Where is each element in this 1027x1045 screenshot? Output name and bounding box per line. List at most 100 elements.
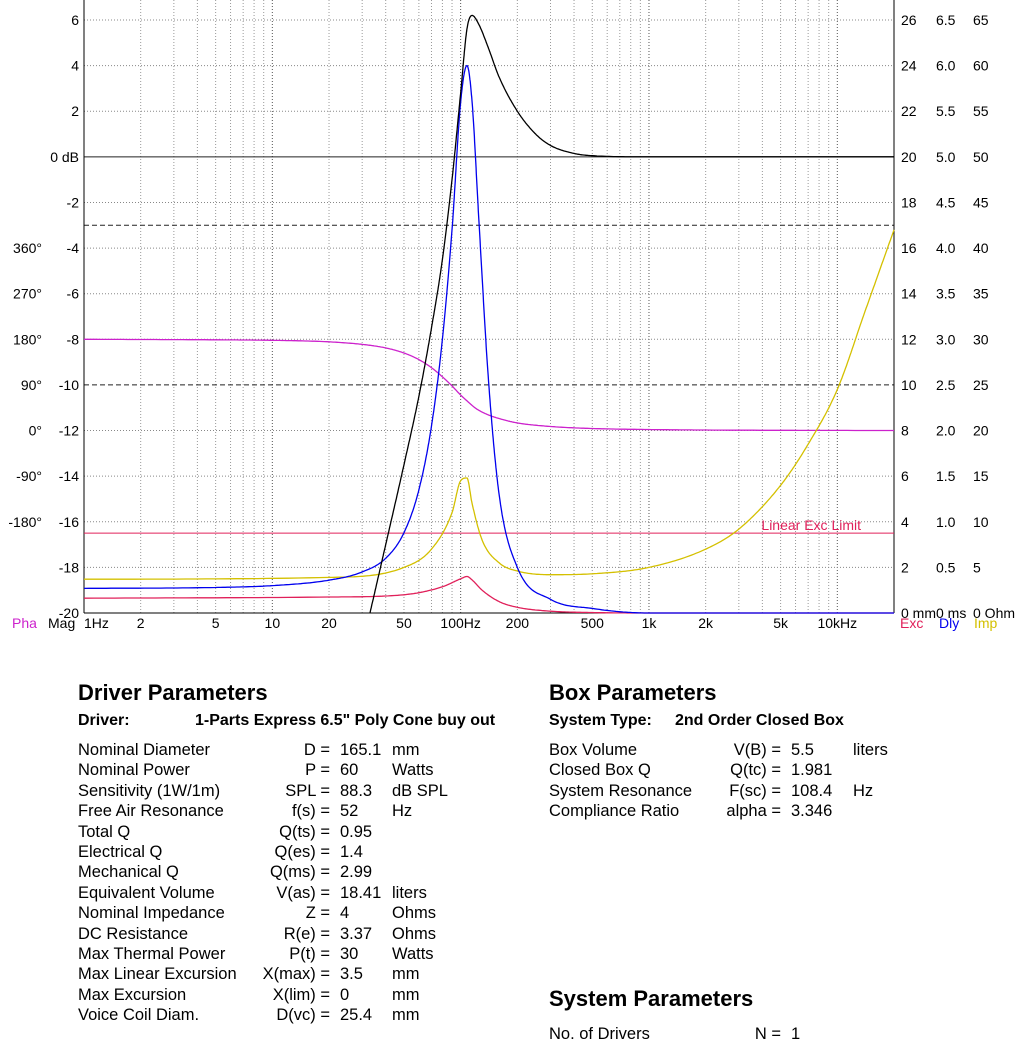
box-param-name: System Resonance [549,781,693,800]
driver-param-val: 1.4 [340,843,363,861]
driver-param-row: Nominal Impedance Z = 4 Ohms [78,904,538,924]
driver-param-name: Nominal Power [78,761,190,780]
driver-param-unit: mm [392,965,420,984]
dly-tick-label: 2.0 [936,423,956,439]
driver-param-unit: liters [392,883,427,902]
driver-param-unit: Ohms [392,924,437,943]
driver-param-name: Mechanical Q [78,863,179,882]
imp-axis-label: Imp [974,615,998,631]
driver-param-val: 60 [340,761,359,780]
phase-tick-label: 360° [13,240,42,256]
driver-param-unit: Ohms [392,904,437,923]
driver-param-sym: D = [303,741,330,759]
driver-param-sym: P = [305,761,330,780]
driver-param-name: Nominal Diameter [78,741,211,759]
dly-tick-label: 6.0 [936,58,956,74]
chart-labels: Linear Exc Limit 6 4 2 0 dB -2 -4 -6 -8 -10 -12 -14… [8,12,1015,631]
driver-param-sym: X(lim) = [272,985,330,1004]
imp-tick-label: 0 Ohm [973,605,1015,621]
driver-param-val: 4 [340,904,350,923]
box-param-name: Box Volume [549,741,638,759]
box-param-val: 1.981 [791,761,833,780]
dly-tick-label: 3.0 [936,331,956,347]
imp-tick-label: 5 [973,559,981,575]
driver-param-sym: P(t) = [289,945,330,963]
mag-tick-label: -4 [67,240,80,256]
imp-tick-label: 60 [973,58,989,74]
response-chart: Linear Exc Limit 6 4 2 0 dB -2 -4 -6 -8 -10 -12 -14… [8,0,1015,631]
driver-param-row: Total Q Q(ts) = 0.95 [78,823,538,843]
driver-param-name: Electrical Q [78,843,163,861]
driver-param-val: 165.1 [340,741,382,759]
dly-tick-label: 3.5 [936,286,956,302]
chart-grid [83,0,895,614]
driver-param-row: Sensitivity (1W/1m) SPL = 88.3 dB SPL [78,782,538,802]
exc-tick-label: 22 [901,103,917,119]
exc-tick-label: 12 [901,331,917,347]
exc-tick-label: 6 [901,468,909,484]
mag-tick-label: -10 [59,377,79,393]
x-tick-label: 2 [137,615,145,631]
driver-param-name: Sensitivity (1W/1m) [78,781,221,800]
magnitude-curve [369,14,894,614]
box-header-key: System Type: [549,712,652,729]
driver-param-val: 52 [340,802,359,821]
phase-tick-label: 270° [13,286,42,302]
phase-tick-label: 0° [29,423,42,439]
driver-param-name: Nominal Impedance [78,904,225,923]
driver-param-val: 3.5 [340,965,363,984]
mag-tick-label: 2 [71,103,79,119]
system-param-row: No. of Drivers N = 1 [549,1025,1009,1045]
driver-param-row: DC Resistance R(e) = 3.37 Ohms [78,925,538,945]
dly-tick-label: 1.0 [936,514,956,530]
driver-param-val: 2.99 [340,863,373,882]
driver-param-unit: Watts [392,761,434,780]
box-param-sym: Q(tc) = [730,761,781,780]
box-param-unit: Hz [853,781,874,800]
box-param-val: 3.346 [791,802,833,821]
box-param-row: Box Volume V(B) = 5.5 liters [549,741,1009,761]
driver-param-sym: SPL = [285,781,330,800]
driver-param-sym: V(as) = [276,883,330,902]
driver-parameters-title: Driver Parameters [78,680,268,705]
dly-axis-label: Dly [939,615,959,631]
box-param-name: Closed Box Q [549,761,651,780]
exc-tick-label: 20 [901,149,917,165]
x-tick-label: 5 [212,615,220,631]
x-tick-label: 1Hz [84,615,109,631]
box-param-val: 5.5 [791,741,814,759]
mag-axis-label: Mag [48,615,75,631]
mag-tick-label: 4 [71,58,79,74]
box-param-sym: alpha = [726,802,781,821]
mag-tick-label: -12 [59,423,79,439]
driver-param-sym: X(max) = [262,965,330,984]
driver-param-unit: mm [392,741,420,759]
driver-param-name: Max Excursion [78,985,187,1004]
dly-tick-label: 4.5 [936,194,956,210]
exc-tick-label: 0 mm [901,605,936,621]
exc-tick-label: 14 [901,286,917,302]
x-tick-label: 1k [642,615,658,631]
mag-tick-label: -6 [67,286,80,302]
x-tick-label: 50 [396,615,412,631]
dly-tick-label: 5.0 [936,149,956,165]
driver-param-sym: D(vc) = [276,1006,330,1025]
driver-param-row: Voice Coil Diam. D(vc) = 25.4 mm [78,1006,538,1026]
excursion-curve [83,575,894,614]
driver-param-row: Electrical Q Q(es) = 1.4 [78,843,538,863]
box-param-name: Compliance Ratio [549,802,680,821]
imp-tick-label: 35 [973,286,989,302]
x-tick-label: 200 [506,615,530,631]
box-param-sym: V(B) = [733,741,781,759]
driver-param-name: Max Linear Excursion [78,965,237,984]
exc-tick-label: 8 [901,423,909,439]
driver-param-sym: Q(ts) = [279,822,330,841]
driver-param-unit: mm [392,985,420,1004]
driver-param-row: Nominal Power P = 60 Watts [78,761,538,781]
driver-param-val: 30 [340,945,359,963]
driver-param-unit: Hz [392,802,413,821]
driver-param-val: 88.3 [340,781,373,800]
dly-tick-label: 1.5 [936,468,956,484]
system-parameters-title: System Parameters [549,986,754,1011]
box-parameters-title: Box Parameters [549,680,717,705]
